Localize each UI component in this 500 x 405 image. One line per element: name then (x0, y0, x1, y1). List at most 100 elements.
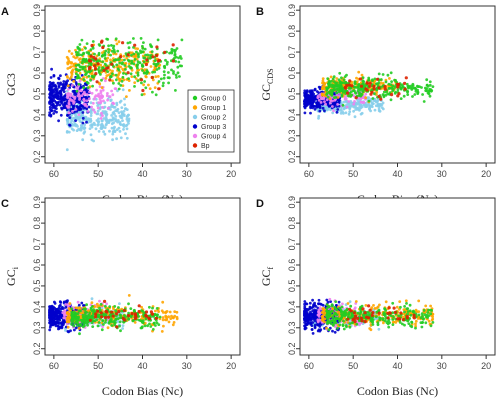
point-group-0 (129, 72, 133, 76)
point-group-1 (379, 81, 383, 85)
y-tick-label: 0.2 (287, 150, 297, 163)
point-group-3 (60, 101, 64, 105)
point-group-3 (62, 98, 66, 102)
point-group-2 (92, 121, 96, 125)
point-group-3 (48, 328, 52, 332)
chart-panel-a: A60504030200.20.30.40.50.60.70.80.9GC3Co… (1, 4, 241, 206)
point-group-0 (77, 63, 81, 67)
point-group-2 (360, 105, 364, 109)
point-group-4 (316, 94, 320, 98)
point-group-0 (74, 67, 78, 71)
point-group-0 (116, 58, 120, 62)
point-group-0 (78, 53, 81, 57)
point-group-0 (417, 313, 421, 317)
point-group-2 (367, 96, 371, 99)
point-bp (103, 315, 108, 320)
point-group-0 (421, 93, 424, 96)
y-tick-label: 0.8 (287, 25, 297, 38)
point-group-2 (377, 107, 381, 111)
point-group-0 (103, 57, 107, 60)
point-group-1 (322, 313, 326, 316)
point-bp (99, 311, 103, 315)
point-group-3 (59, 95, 63, 98)
point-group-0 (425, 78, 429, 82)
point-group-0 (118, 61, 122, 65)
point-group-4 (347, 100, 351, 103)
point-group-1 (108, 68, 112, 72)
point-group-1 (106, 326, 110, 330)
point-group-2 (111, 118, 115, 121)
point-group-3 (312, 304, 315, 307)
point-group-4 (84, 102, 87, 106)
point-group-0 (110, 44, 113, 47)
point-group-2 (124, 132, 127, 136)
point-group-0 (333, 305, 337, 309)
point-group-0 (124, 68, 127, 71)
point-group-0 (146, 53, 150, 57)
point-group-2 (118, 130, 122, 133)
point-group-0 (77, 315, 80, 319)
point-group-0 (426, 91, 430, 95)
point-group-3 (310, 93, 313, 97)
point-group-1 (133, 81, 137, 84)
point-group-0 (119, 84, 123, 87)
point-group-1 (364, 304, 368, 307)
point-group-0 (84, 58, 88, 62)
point-group-2 (100, 119, 104, 123)
point-group-1 (321, 77, 325, 80)
point-group-2 (112, 121, 115, 125)
point-group-4 (108, 95, 112, 99)
point-group-3 (314, 317, 317, 321)
point-group-0 (424, 86, 427, 90)
point-group-2 (364, 105, 367, 108)
point-group-3 (60, 324, 64, 328)
point-group-0 (117, 87, 121, 91)
point-group-0 (333, 80, 336, 84)
point-group-4 (325, 98, 329, 102)
point-group-0 (112, 59, 116, 62)
point-group-2 (89, 110, 93, 113)
y-tick-label: 0.6 (32, 259, 42, 272)
point-group-4 (323, 100, 326, 103)
point-group-3 (77, 303, 81, 307)
point-group-0 (70, 314, 74, 317)
point-group-0 (354, 91, 358, 95)
point-group-1 (72, 80, 76, 83)
point-group-0 (76, 45, 80, 49)
point-bp (105, 310, 109, 314)
point-group-4 (74, 108, 78, 111)
point-group-3 (323, 109, 326, 113)
point-group-0 (396, 88, 400, 92)
point-group-4 (99, 100, 103, 103)
point-group-0 (159, 77, 163, 81)
point-group-4 (101, 94, 104, 98)
point-group-0 (377, 81, 381, 85)
point-group-0 (367, 99, 371, 103)
point-group-1 (321, 93, 325, 96)
point-group-0 (140, 81, 143, 85)
x-tick-label: 20 (481, 169, 491, 179)
point-bp (115, 312, 119, 316)
point-group-0 (133, 75, 137, 79)
point-group-0 (166, 60, 169, 64)
point-group-0 (130, 61, 134, 65)
point-group-0 (85, 42, 89, 45)
point-group-0 (342, 78, 346, 82)
point-group-3 (51, 96, 54, 100)
point-group-0 (143, 80, 147, 83)
point-group-2 (116, 107, 120, 111)
point-group-0 (152, 62, 156, 66)
point-group-0 (330, 85, 334, 89)
point-group-0 (75, 72, 78, 76)
point-bp (101, 45, 105, 50)
point-group-3 (87, 105, 91, 109)
y-tick-label: 0.2 (32, 342, 42, 355)
point-group-1 (66, 61, 69, 65)
point-group-1 (370, 306, 374, 309)
legend-label: Bp (201, 143, 210, 150)
point-group-0 (89, 48, 93, 51)
point-group-0 (167, 81, 171, 85)
point-group-3 (48, 96, 52, 100)
point-bp (154, 316, 158, 320)
point-group-2 (121, 88, 125, 92)
